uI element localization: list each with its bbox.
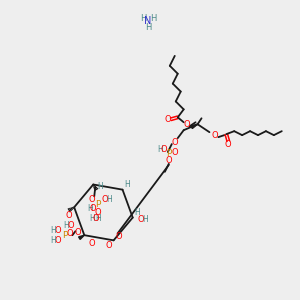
Text: H: H	[106, 195, 112, 204]
Text: P: P	[62, 231, 67, 240]
Text: H: H	[87, 204, 93, 213]
Text: O: O	[137, 215, 144, 224]
Text: O: O	[102, 195, 109, 204]
Text: H: H	[140, 14, 146, 23]
Text: O: O	[66, 211, 73, 220]
Polygon shape	[191, 124, 198, 128]
Text: O: O	[54, 226, 61, 235]
Text: H: H	[124, 180, 130, 189]
Text: H: H	[50, 236, 56, 244]
Text: H: H	[50, 226, 56, 235]
Text: O: O	[166, 156, 172, 165]
Text: H: H	[95, 214, 101, 223]
Text: H: H	[89, 214, 95, 223]
Text: P: P	[166, 149, 172, 158]
Text: O: O	[66, 229, 73, 238]
Text: O: O	[67, 221, 74, 230]
Text: H: H	[157, 146, 163, 154]
Text: H: H	[150, 14, 156, 23]
Text: O: O	[93, 214, 100, 223]
Text: O: O	[54, 236, 61, 244]
Text: O: O	[115, 232, 122, 241]
Text: O: O	[183, 120, 190, 129]
Text: O: O	[90, 204, 97, 213]
Text: O: O	[105, 241, 112, 250]
Text: H: H	[64, 221, 69, 230]
Text: O: O	[95, 208, 101, 217]
Text: O: O	[225, 140, 232, 148]
Text: O: O	[89, 238, 96, 247]
Text: O: O	[74, 228, 81, 237]
Text: H: H	[145, 22, 151, 32]
Text: O: O	[172, 138, 178, 147]
Text: O: O	[172, 148, 178, 158]
Text: O: O	[89, 195, 96, 204]
Text: N: N	[144, 16, 152, 26]
Text: O: O	[211, 130, 218, 140]
Text: H: H	[97, 182, 103, 191]
Text: H: H	[143, 215, 148, 224]
Polygon shape	[79, 235, 84, 239]
Text: P: P	[95, 200, 101, 209]
Text: O: O	[164, 115, 171, 124]
Text: O: O	[160, 146, 167, 154]
Text: H: H	[134, 208, 140, 217]
